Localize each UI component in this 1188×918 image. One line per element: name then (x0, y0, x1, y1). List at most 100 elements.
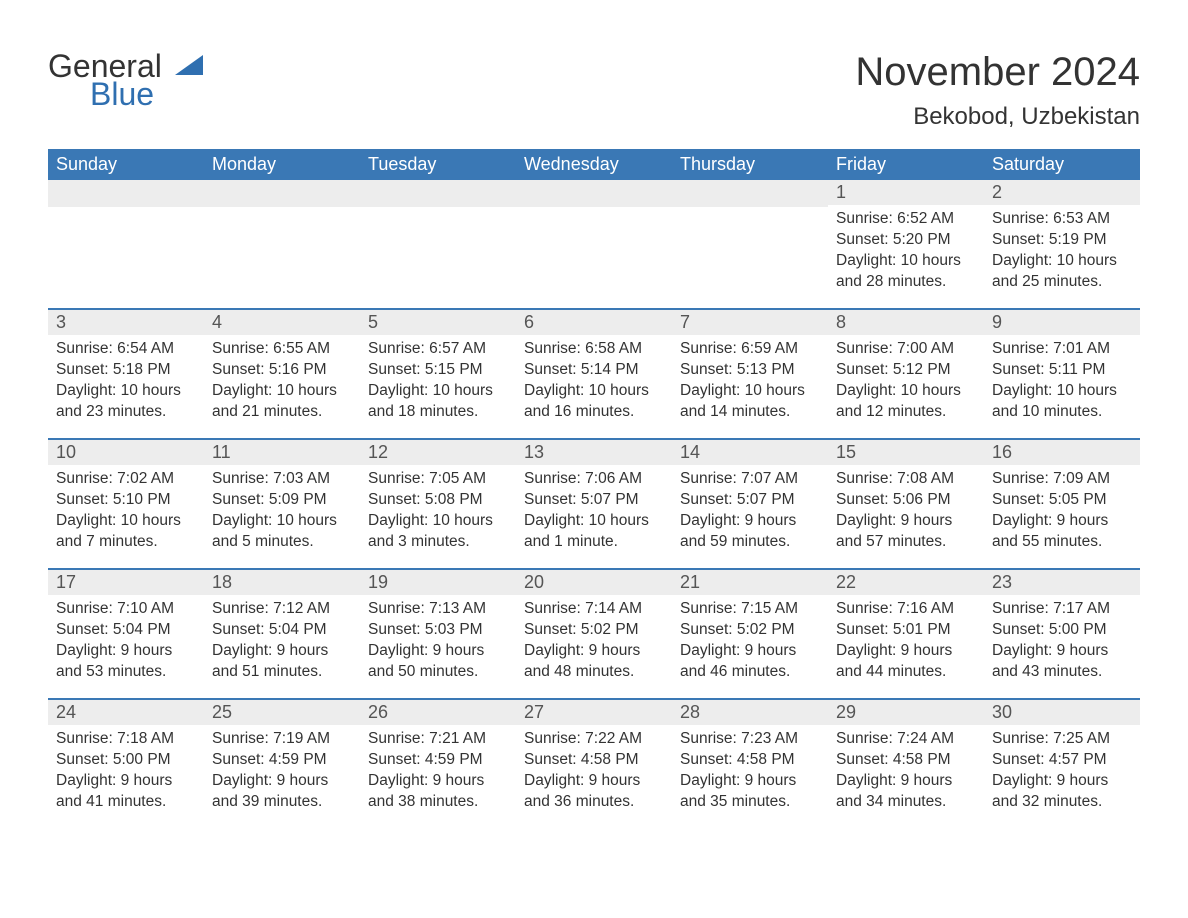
sunrise-text: Sunrise: 7:01 AM (992, 339, 1132, 360)
month-title: November 2024 (855, 50, 1140, 95)
daylight-text-1: Daylight: 9 hours (212, 771, 352, 792)
daylight-text-2: and 28 minutes. (836, 272, 976, 293)
day-content: Sunrise: 6:52 AM Sunset: 5:20 PM Dayligh… (828, 205, 984, 301)
daylight-text-1: Daylight: 10 hours (212, 381, 352, 402)
day-content: Sunrise: 6:59 AMSunset: 5:13 PMDaylight:… (672, 335, 828, 431)
day-cell-empty (204, 180, 360, 308)
day-content: Sunrise: 7:15 AMSunset: 5:02 PMDaylight:… (672, 595, 828, 691)
sunrise-text: Sunrise: 6:53 AM (992, 209, 1132, 230)
day-cell: 24Sunrise: 7:18 AMSunset: 5:00 PMDayligh… (48, 700, 204, 828)
day-number: 9 (984, 310, 1140, 335)
day-cell: 10Sunrise: 7:02 AMSunset: 5:10 PMDayligh… (48, 440, 204, 568)
week-row: 3Sunrise: 6:54 AMSunset: 5:18 PMDaylight… (48, 308, 1140, 438)
daylight-text-2: and 14 minutes. (680, 402, 820, 423)
day-cell: 15Sunrise: 7:08 AMSunset: 5:06 PMDayligh… (828, 440, 984, 568)
day-content: Sunrise: 7:21 AMSunset: 4:59 PMDaylight:… (360, 725, 516, 821)
sunset-text: Sunset: 5:01 PM (836, 620, 976, 641)
sunrise-text: Sunrise: 7:25 AM (992, 729, 1132, 750)
week-row: 17Sunrise: 7:10 AMSunset: 5:04 PMDayligh… (48, 568, 1140, 698)
daylight-text-1: Daylight: 10 hours (56, 511, 196, 532)
weekday-header-row: Sunday Monday Tuesday Wednesday Thursday… (48, 149, 1140, 180)
daylight-text-2: and 41 minutes. (56, 792, 196, 813)
daylight-text-2: and 1 minute. (524, 532, 664, 553)
daylight-text-2: and 43 minutes. (992, 662, 1132, 683)
daylight-text-1: Daylight: 9 hours (992, 511, 1132, 532)
logo-triangle-icon (175, 48, 203, 84)
day-cell-empty (360, 180, 516, 308)
sunrise-text: Sunrise: 7:21 AM (368, 729, 508, 750)
day-cell: 16Sunrise: 7:09 AMSunset: 5:05 PMDayligh… (984, 440, 1140, 568)
daylight-text-2: and 38 minutes. (368, 792, 508, 813)
day-number: 6 (516, 310, 672, 335)
daylight-text-2: and 59 minutes. (680, 532, 820, 553)
day-content: Sunrise: 7:23 AMSunset: 4:58 PMDaylight:… (672, 725, 828, 821)
day-cell: 7Sunrise: 6:59 AMSunset: 5:13 PMDaylight… (672, 310, 828, 438)
sunrise-text: Sunrise: 7:16 AM (836, 599, 976, 620)
sunset-text: Sunset: 5:07 PM (524, 490, 664, 511)
day-content: Sunrise: 6:58 AMSunset: 5:14 PMDaylight:… (516, 335, 672, 431)
daylight-text-1: Daylight: 9 hours (992, 641, 1132, 662)
day-cell: 27Sunrise: 7:22 AMSunset: 4:58 PMDayligh… (516, 700, 672, 828)
daylight-text-1: Daylight: 10 hours (836, 251, 976, 272)
day-content: Sunrise: 6:54 AMSunset: 5:18 PMDaylight:… (48, 335, 204, 431)
day-number: 20 (516, 570, 672, 595)
sunrise-text: Sunrise: 7:15 AM (680, 599, 820, 620)
daylight-text-1: Daylight: 10 hours (368, 511, 508, 532)
sunrise-text: Sunrise: 7:03 AM (212, 469, 352, 490)
sunset-text: Sunset: 5:02 PM (524, 620, 664, 641)
day-content: Sunrise: 7:22 AMSunset: 4:58 PMDaylight:… (516, 725, 672, 821)
day-cell-empty (48, 180, 204, 308)
day-cell: 26Sunrise: 7:21 AMSunset: 4:59 PMDayligh… (360, 700, 516, 828)
day-number: 16 (984, 440, 1140, 465)
day-cell: 19Sunrise: 7:13 AMSunset: 5:03 PMDayligh… (360, 570, 516, 698)
sunset-text: Sunset: 5:18 PM (56, 360, 196, 381)
daylight-text-2: and 34 minutes. (836, 792, 976, 813)
day-cell: 6Sunrise: 6:58 AMSunset: 5:14 PMDaylight… (516, 310, 672, 438)
daylight-text-2: and 55 minutes. (992, 532, 1132, 553)
sunset-text: Sunset: 5:00 PM (992, 620, 1132, 641)
sunrise-text: Sunrise: 6:59 AM (680, 339, 820, 360)
daylight-text-2: and 10 minutes. (992, 402, 1132, 423)
daylight-text-1: Daylight: 10 hours (836, 381, 976, 402)
day-number: 30 (984, 700, 1140, 725)
daylight-text-1: Daylight: 10 hours (680, 381, 820, 402)
daylight-text-1: Daylight: 9 hours (680, 511, 820, 532)
day-cell: 25Sunrise: 7:19 AMSunset: 4:59 PMDayligh… (204, 700, 360, 828)
sunrise-text: Sunrise: 7:06 AM (524, 469, 664, 490)
sunset-text: Sunset: 4:58 PM (680, 750, 820, 771)
sunrise-text: Sunrise: 6:52 AM (836, 209, 976, 230)
sunrise-text: Sunrise: 7:05 AM (368, 469, 508, 490)
day-cell-empty (672, 180, 828, 308)
sunset-text: Sunset: 5:05 PM (992, 490, 1132, 511)
logo-text-block: General Blue (48, 50, 203, 110)
daylight-text-1: Daylight: 9 hours (992, 771, 1132, 792)
sunset-text: Sunset: 5:16 PM (212, 360, 352, 381)
daylight-text-1: Daylight: 9 hours (56, 641, 196, 662)
day-number: 21 (672, 570, 828, 595)
day-cell: 2 Sunrise: 6:53 AM Sunset: 5:19 PM Dayli… (984, 180, 1140, 308)
weekday-monday: Monday (204, 149, 360, 180)
daylight-text-1: Daylight: 10 hours (992, 381, 1132, 402)
day-number: 19 (360, 570, 516, 595)
header: General Blue November 2024 Bekobod, Uzbe… (48, 50, 1140, 131)
daylight-text-1: Daylight: 10 hours (992, 251, 1132, 272)
daylight-text-1: Daylight: 9 hours (368, 641, 508, 662)
day-number: 28 (672, 700, 828, 725)
day-cell: 20Sunrise: 7:14 AMSunset: 5:02 PMDayligh… (516, 570, 672, 698)
sunset-text: Sunset: 5:10 PM (56, 490, 196, 511)
day-cell: 8Sunrise: 7:00 AMSunset: 5:12 PMDaylight… (828, 310, 984, 438)
daylight-text-2: and 18 minutes. (368, 402, 508, 423)
day-cell: 22Sunrise: 7:16 AMSunset: 5:01 PMDayligh… (828, 570, 984, 698)
day-number: 15 (828, 440, 984, 465)
daylight-text-1: Daylight: 9 hours (836, 511, 976, 532)
sunrise-text: Sunrise: 7:12 AM (212, 599, 352, 620)
day-number: 23 (984, 570, 1140, 595)
sunset-text: Sunset: 4:58 PM (524, 750, 664, 771)
location-label: Bekobod, Uzbekistan (855, 103, 1140, 131)
sunrise-text: Sunrise: 7:17 AM (992, 599, 1132, 620)
sunrise-text: Sunrise: 7:10 AM (56, 599, 196, 620)
day-cell: 9Sunrise: 7:01 AMSunset: 5:11 PMDaylight… (984, 310, 1140, 438)
weekday-sunday: Sunday (48, 149, 204, 180)
sunrise-text: Sunrise: 6:55 AM (212, 339, 352, 360)
daylight-text-2: and 50 minutes. (368, 662, 508, 683)
